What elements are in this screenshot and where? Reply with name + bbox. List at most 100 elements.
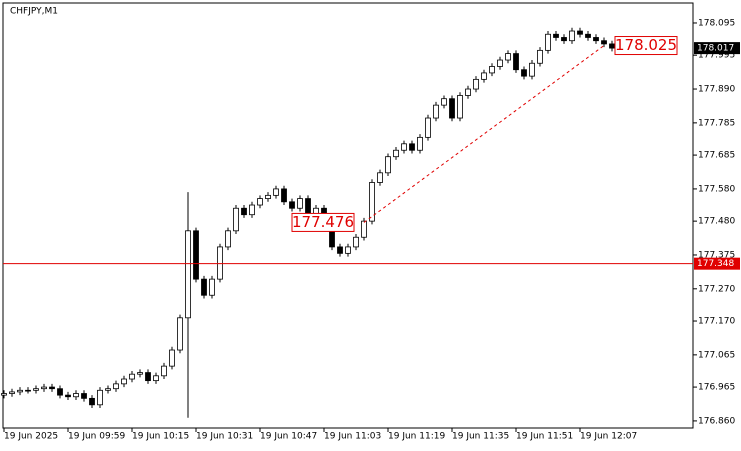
x-tick-label: 19 Jun 10:31 (196, 432, 253, 442)
x-tick-label: 19 Jun 12:07 (580, 432, 637, 442)
candle-body (17, 389, 23, 393)
y-tick-label: 177.170 (698, 317, 735, 327)
candle-body (169, 349, 175, 367)
candle-body (537, 49, 543, 64)
candle-body (377, 172, 383, 183)
candle-body (497, 59, 503, 67)
candle-body (441, 98, 447, 106)
candle-body (217, 246, 223, 280)
x-tick-label: 19 Jun 11:19 (388, 432, 445, 442)
x-tick-label: 19 Jun 11:51 (516, 432, 573, 442)
x-tick-label: 19 Jun 2025 (4, 432, 58, 442)
trendline (363, 45, 605, 223)
x-tick-label: 19 Jun 09:59 (68, 432, 125, 442)
candle-body (569, 30, 575, 42)
y-tick-label: 178.095 (698, 18, 735, 28)
y-tick-label: 177.890 (698, 85, 735, 95)
candle-body (505, 53, 511, 61)
candle-body (553, 33, 559, 38)
candle-body (353, 236, 359, 248)
candle-body (241, 207, 247, 216)
last-price-box (694, 42, 740, 55)
candle-body (161, 365, 167, 377)
y-tick-label: 177.480 (698, 217, 735, 227)
candle-body (225, 230, 231, 248)
x-tick-label: 19 Jun 10:15 (132, 432, 189, 442)
candle-body (521, 69, 527, 77)
trend-end-box (614, 36, 678, 56)
y-tick-label: 177.785 (698, 118, 735, 128)
candle-body (209, 278, 215, 296)
candle-body (449, 98, 455, 119)
candle-body (401, 143, 407, 151)
candle-body (577, 30, 583, 35)
candle-body (41, 386, 47, 390)
y-tick-label: 176.965 (698, 383, 735, 393)
y-tick-label: 177.065 (698, 350, 735, 360)
candle-body (81, 393, 87, 399)
y-tick-label: 177.995 (698, 51, 735, 61)
x-tick-label: 19 Jun 10:47 (260, 432, 317, 442)
x-tick-label: 19 Jun 11:35 (452, 432, 509, 442)
hline-price-box (694, 257, 740, 270)
candle-body (361, 220, 367, 238)
x-tick-label: 19 Jun 11:03 (324, 432, 381, 442)
candle-body (177, 317, 183, 351)
candle-body (473, 78, 479, 90)
candle-body (561, 37, 567, 42)
hline-price-label: 177.348 (697, 259, 734, 269)
candle-body (297, 198, 303, 209)
candle-body (249, 204, 255, 216)
trend-start-box (291, 212, 355, 232)
candle-body (89, 397, 95, 406)
candle-body (193, 230, 199, 280)
candle-body (457, 95, 463, 119)
candle-body (129, 373, 135, 380)
candle-body (545, 33, 551, 51)
candle-body (489, 66, 495, 74)
candle-body (465, 88, 471, 96)
candle-body (393, 149, 399, 158)
candle-body (1, 393, 7, 396)
y-tick-label: 177.375 (698, 250, 735, 260)
candle-body (185, 230, 191, 319)
candle-body (105, 388, 111, 391)
candle-body (9, 391, 15, 394)
candle-body (385, 156, 391, 174)
candle-body (417, 136, 423, 151)
candle-body (97, 389, 103, 406)
candle-body (369, 182, 375, 222)
y-tick-label: 176.860 (698, 416, 735, 426)
candle-body (481, 72, 487, 80)
candle-body (257, 198, 263, 206)
candle-body (601, 40, 607, 45)
candle-body (121, 378, 127, 385)
trend-start-label: 177.476 (292, 213, 354, 231)
candle-body (593, 37, 599, 42)
candle-body (609, 43, 615, 49)
candle-body (529, 62, 535, 77)
chart-title: CHFJPY,M1 (10, 7, 58, 17)
candle-body (145, 372, 151, 382)
candle-body (73, 393, 79, 398)
trend-end-label: 178.025 (615, 36, 677, 54)
candle-body (49, 386, 55, 390)
last-price-label: 178.017 (697, 44, 734, 54)
candle-body (233, 207, 239, 232)
candle-body (337, 246, 343, 254)
candle-body (265, 194, 271, 199)
candle-body (201, 278, 207, 296)
candle-body (513, 53, 519, 71)
candle-body (433, 104, 439, 119)
candle-body (585, 33, 591, 38)
candle-body (345, 246, 351, 254)
y-tick-label: 177.270 (698, 284, 735, 294)
candle-body (65, 394, 71, 398)
candle-body (289, 201, 295, 209)
candle-body (409, 143, 415, 151)
candle-body (113, 383, 119, 390)
candle-body (273, 188, 279, 196)
candle-body (153, 375, 159, 382)
candle-body (281, 188, 287, 203)
